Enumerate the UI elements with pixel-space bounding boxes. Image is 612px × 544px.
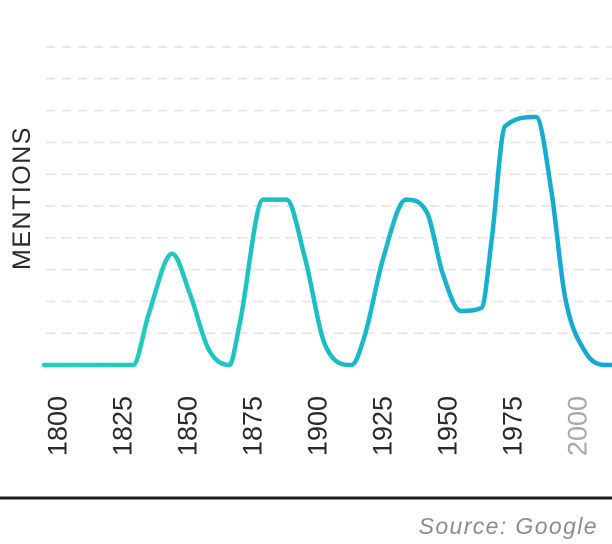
- x-tick-label: 1925: [368, 396, 398, 456]
- x-tick-label: 1850: [173, 396, 203, 456]
- x-tick-label: 2000: [563, 396, 593, 456]
- x-axis-ticks: 1800 1825 1850 1875 1900 1925 1950 1975 2000: [43, 396, 593, 456]
- mentions-line: [41, 114, 612, 368]
- gridlines: [46, 46, 612, 334]
- source-credit: Source: Google: [418, 513, 598, 539]
- x-tick-label: 1825: [108, 396, 138, 456]
- y-axis-label: MENTIONS: [8, 126, 36, 270]
- x-tick-label: 1950: [433, 396, 463, 456]
- x-tick-label: 1875: [238, 396, 268, 456]
- x-tick-label: 1900: [303, 396, 333, 456]
- x-tick-label: 1800: [43, 396, 73, 456]
- x-tick-label: 1975: [498, 396, 528, 456]
